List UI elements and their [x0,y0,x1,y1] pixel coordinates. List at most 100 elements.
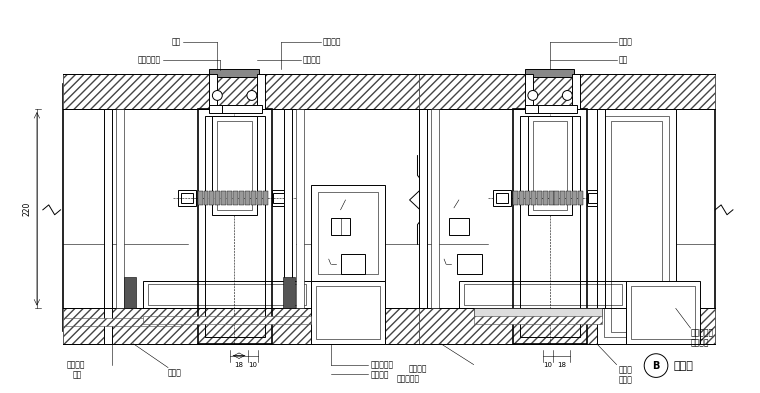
Text: 内套筒: 内套筒 [619,38,632,47]
Text: 耐候胶: 耐候胶 [168,368,182,377]
Text: 220: 220 [23,202,32,216]
Text: 双面胶贴: 双面胶贴 [409,364,427,373]
Text: 窗外窗框: 窗外窗框 [370,370,388,379]
Text: 横梁: 横梁 [72,370,81,379]
Bar [519,191,524,205]
Bar [204,191,208,205]
Bar [572,74,580,109]
Bar [555,191,559,205]
Bar [62,309,420,344]
Bar [144,316,311,324]
Text: 结构胶: 结构胶 [619,375,632,384]
Bar [340,254,366,274]
Text: 10: 10 [249,362,258,367]
Bar [560,191,565,205]
Text: 立柱: 立柱 [619,55,628,64]
Bar [464,284,622,305]
Bar [525,69,575,77]
Bar [449,218,469,235]
Bar [603,116,669,337]
Circle shape [562,90,572,100]
Bar [543,191,548,205]
Bar [104,109,112,309]
Bar [212,116,257,215]
Bar [572,191,577,205]
Text: 不锈钢滑撑: 不锈钢滑撑 [396,374,420,383]
Text: 镀锌角钢: 镀锌角钢 [303,55,321,64]
Bar [222,105,261,113]
Bar [271,190,290,206]
Bar [311,185,385,281]
Bar [473,316,602,324]
Bar [597,109,676,344]
Circle shape [212,90,222,100]
Bar [588,193,600,203]
Bar [284,109,293,309]
Text: 10: 10 [543,362,552,367]
Bar [457,254,482,274]
Bar [549,191,553,205]
Bar [496,193,508,203]
Bar [215,191,220,205]
Bar [239,191,244,205]
Bar [62,309,420,344]
Circle shape [247,90,257,100]
Bar [198,109,271,344]
Text: B: B [652,360,660,371]
Circle shape [528,90,538,100]
Bar [420,74,715,109]
Bar [513,191,518,205]
Text: 18: 18 [235,362,243,367]
Bar [331,218,350,235]
Bar [626,281,701,344]
Bar [210,69,258,77]
Bar [311,281,385,344]
Bar [611,121,662,332]
Bar [525,74,533,109]
Text: 防腐垫片: 防腐垫片 [323,38,341,47]
Bar [62,74,420,109]
Text: 18: 18 [557,362,566,367]
Bar [144,281,311,309]
Bar [210,105,244,113]
Bar [296,109,304,309]
Bar [578,191,583,205]
Bar [283,277,295,309]
Bar [632,286,695,339]
Bar [420,74,715,109]
Bar [420,109,427,309]
Bar [533,121,567,210]
Bar [273,193,284,203]
Bar [263,191,268,205]
Bar [459,281,626,309]
Bar [245,191,250,205]
Bar [227,191,232,205]
Bar [62,74,420,109]
Bar [513,109,587,344]
Text: 窗开启扇料: 窗开启扇料 [370,360,393,369]
Bar [493,190,511,206]
Text: 钢板: 钢板 [172,38,181,47]
Bar [473,309,602,318]
Bar [210,191,214,205]
Bar [525,191,530,205]
Bar [420,309,715,344]
Bar [566,191,572,205]
Bar [587,190,605,206]
Bar [257,74,264,109]
Text: 剖面图: 剖面图 [674,360,694,371]
Bar [431,109,439,309]
Bar [318,192,378,274]
Text: 不锈钢螺栓: 不锈钢螺栓 [138,55,161,64]
Text: 不锈钢螺栓: 不锈钢螺栓 [691,329,714,338]
Bar [525,105,559,113]
Text: 耐候胶: 耐候胶 [619,365,632,374]
Bar [116,109,124,309]
Bar [198,191,203,205]
Text: 固定扇框: 固定扇框 [691,338,709,347]
Bar [62,318,181,326]
Bar [210,74,217,109]
Bar [148,284,306,305]
Bar [537,191,542,205]
Bar [257,191,261,205]
